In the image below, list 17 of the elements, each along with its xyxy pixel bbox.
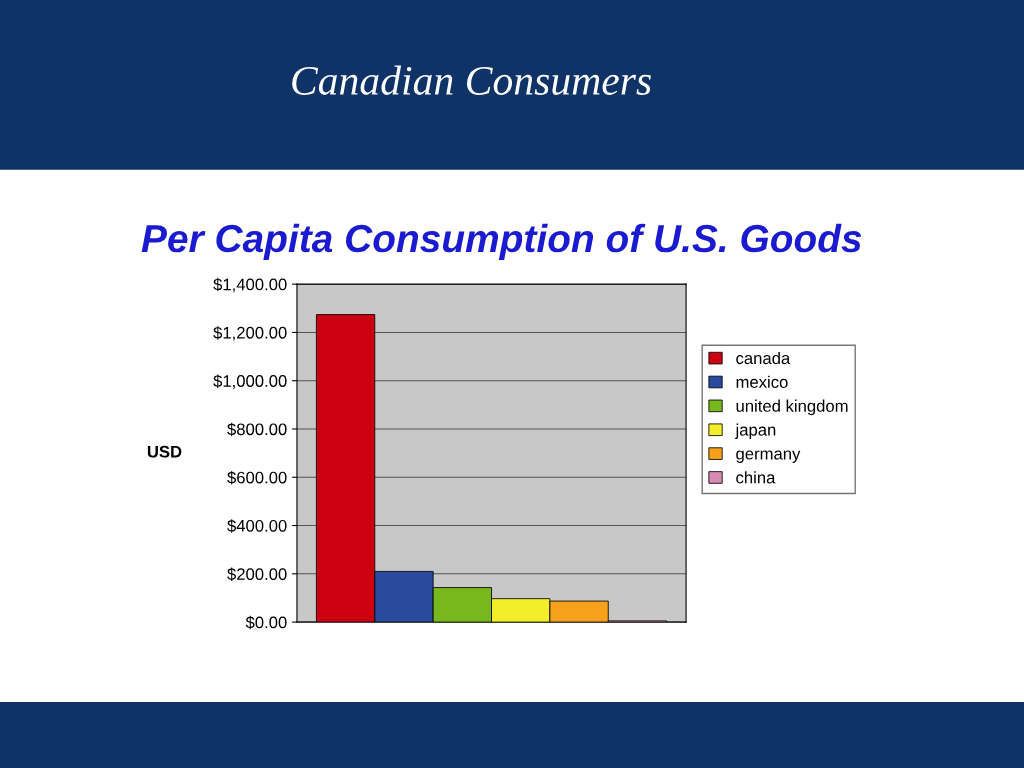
y-axis-title: USD: [147, 445, 182, 458]
y-tick-label: $600.00: [227, 470, 287, 485]
legend-label: canada: [736, 351, 791, 365]
legend-label: united kingdom: [736, 399, 848, 416]
legend-label: germany: [736, 450, 801, 463]
y-tick-label: $1,400.00: [213, 277, 287, 293]
chart-title: Canadian Consumers: [292, 65, 651, 95]
legend-label: mexico: [736, 375, 788, 388]
y-tick-label: $0.00: [245, 615, 287, 630]
y-tick-label: $1,000.00: [213, 374, 287, 389]
legend-label: china: [736, 471, 776, 484]
legend-label: japan: [735, 423, 776, 440]
y-tick-label: $800.00: [227, 422, 287, 437]
y-tick-label: $200.00: [227, 567, 287, 581]
chart-subtitle: Per Capita Consumption of U.S. Goods: [141, 223, 862, 261]
y-tick-label: $1,200.00: [213, 326, 287, 341]
y-tick-label: $400.00: [227, 519, 287, 533]
